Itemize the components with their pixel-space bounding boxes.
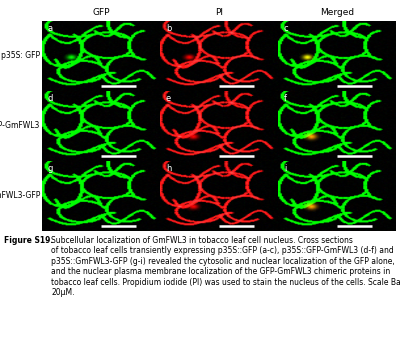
Text: Merged: Merged: [320, 8, 354, 17]
Text: Subcellular localization of GmFWL3 in tobacco leaf cell nucleus. Cross sections
: Subcellular localization of GmFWL3 in to…: [51, 236, 400, 297]
Text: p35S: GFP: p35S: GFP: [1, 51, 40, 60]
Text: GFP: GFP: [92, 8, 110, 17]
Text: p35S: GmFWL3-GFP: p35S: GmFWL3-GFP: [0, 191, 40, 200]
Text: b: b: [166, 24, 171, 33]
Text: d: d: [48, 94, 53, 103]
Text: a: a: [48, 24, 53, 33]
Text: p35S::GFP-GmFWL3: p35S::GFP-GmFWL3: [0, 121, 40, 130]
Text: PI: PI: [215, 8, 223, 17]
Text: f: f: [284, 94, 287, 103]
Text: e: e: [166, 94, 171, 103]
Text: i: i: [284, 164, 286, 173]
Text: Figure S19.: Figure S19.: [4, 236, 53, 245]
Text: h: h: [166, 164, 171, 173]
Text: c: c: [284, 24, 288, 33]
Text: g: g: [48, 164, 53, 173]
